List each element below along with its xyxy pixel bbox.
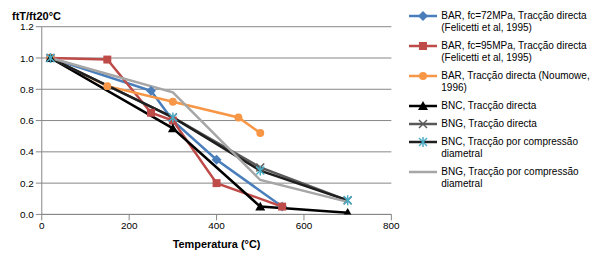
- svg-text:0.6: 0.6: [20, 115, 34, 126]
- svg-text:200: 200: [121, 220, 138, 231]
- svg-text:0.2: 0.2: [20, 178, 34, 189]
- svg-text:600: 600: [296, 220, 313, 231]
- svg-text:0: 0: [39, 220, 45, 231]
- html-text:BNC, Tracção por compressão di: BNC, Tracção por compressão diametral: [441, 136, 578, 159]
- html-text:BAR, fc=95MPa, Tracção directa: BAR, fc=95MPa, Tracção directa (Felicett…: [441, 40, 587, 63]
- svg-text:400: 400: [208, 220, 225, 231]
- html-text:BNC, Tracção directa: BNC, Tracção directa: [441, 100, 537, 111]
- svg-text:1.2: 1.2: [20, 21, 34, 32]
- svg-text:Temperatura (°C): Temperatura (°C): [173, 238, 261, 250]
- svg-text:1.0: 1.0: [20, 53, 34, 64]
- svg-text:0.4: 0.4: [20, 146, 34, 157]
- html-text:BNG, Tracção directa: BNG, Tracção directa: [441, 118, 537, 129]
- html-text:BNG, Tracção por compressão di: BNG, Tracção por compressão diametral: [441, 166, 579, 189]
- svg-text:800: 800: [383, 220, 400, 231]
- html-text:BAR, fc=72MPa, Tracção directa: BAR, fc=72MPa, Tracção directa (Felicett…: [441, 10, 587, 33]
- svg-text:0.0: 0.0: [20, 209, 34, 220]
- html-text:BAR, Tracção directa (Noumowe,: BAR, Tracção directa (Noumowe, 1996): [441, 70, 590, 93]
- svg-text:0.8: 0.8: [20, 84, 34, 95]
- html-text:ftT/ft20°C: ftT/ft20°C: [12, 10, 61, 22]
